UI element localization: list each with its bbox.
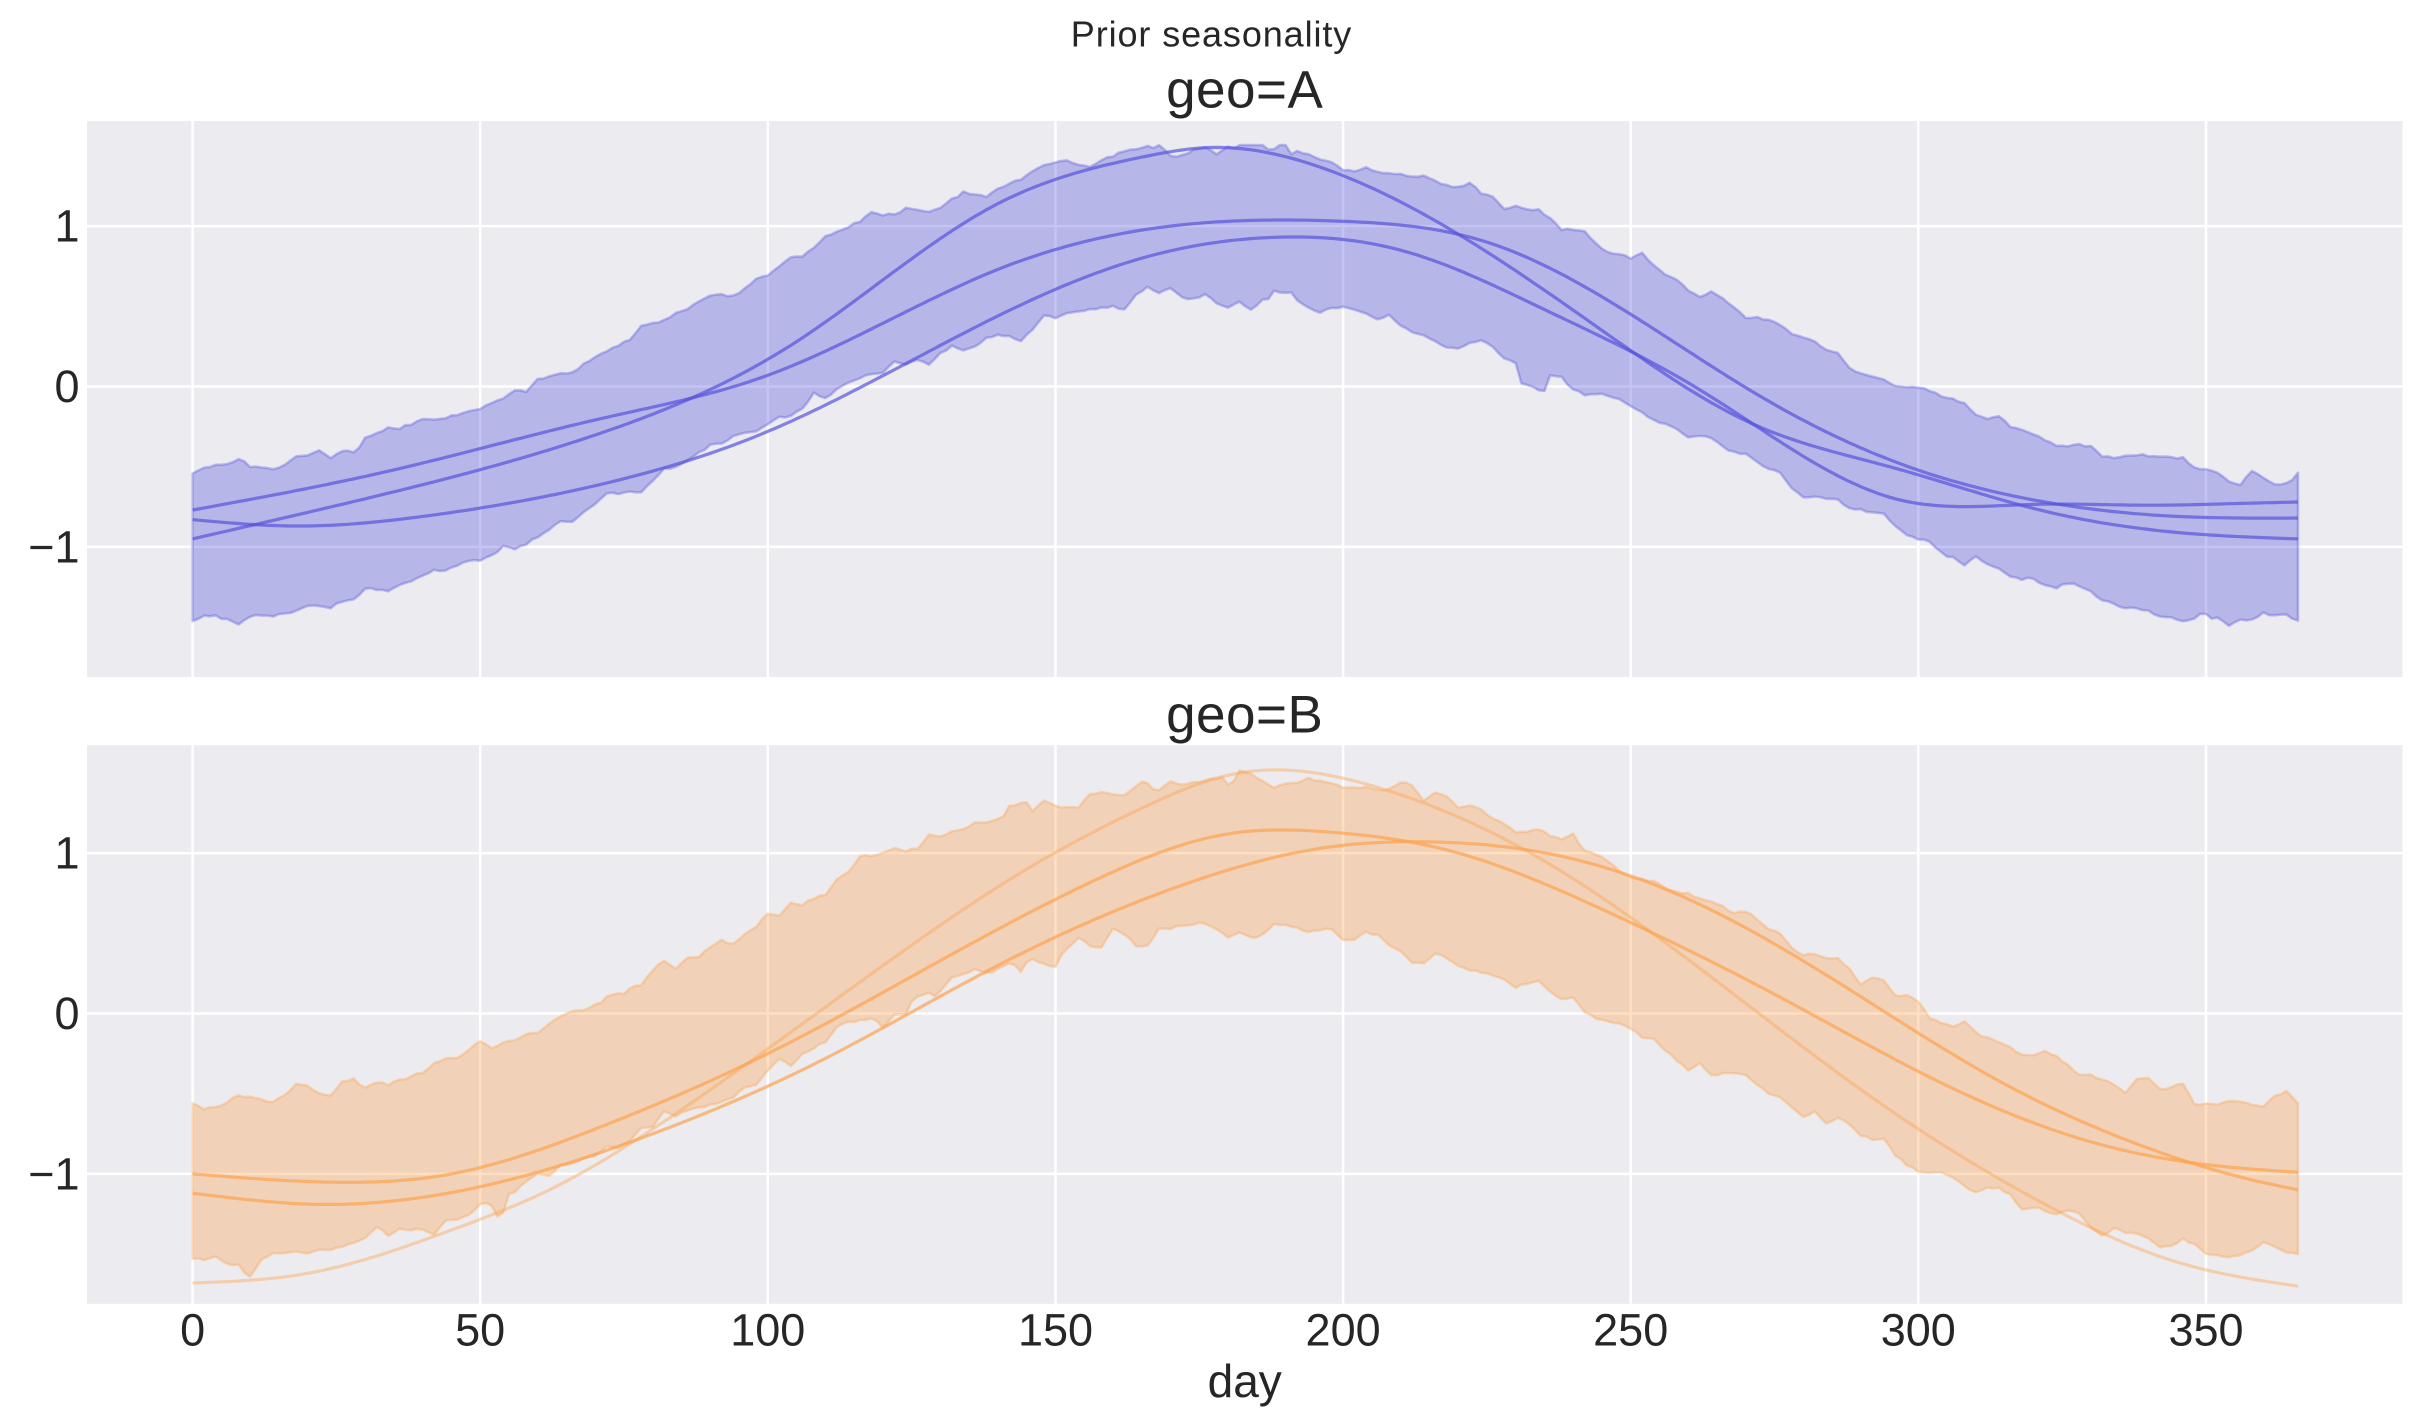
svg-text:geo=A: geo=A bbox=[1166, 61, 1323, 120]
svg-text:0: 0 bbox=[180, 1305, 205, 1356]
svg-text:200: 200 bbox=[1306, 1305, 1381, 1356]
svg-text:150: 150 bbox=[1018, 1305, 1093, 1356]
svg-text:250: 250 bbox=[1593, 1305, 1668, 1356]
svg-text:350: 350 bbox=[2168, 1305, 2243, 1356]
svg-text:−1: −1 bbox=[28, 1148, 79, 1199]
svg-text:1: 1 bbox=[54, 828, 79, 879]
svg-text:300: 300 bbox=[1881, 1305, 1956, 1356]
svg-text:0: 0 bbox=[54, 988, 79, 1039]
svg-text:Prior seasonality: Prior seasonality bbox=[1071, 13, 1352, 54]
svg-text:geo=B: geo=B bbox=[1166, 686, 1323, 745]
svg-text:100: 100 bbox=[730, 1305, 805, 1356]
svg-text:−1: −1 bbox=[28, 521, 79, 572]
svg-text:50: 50 bbox=[455, 1305, 505, 1356]
svg-text:0: 0 bbox=[54, 361, 79, 412]
svg-text:day: day bbox=[1208, 1355, 1282, 1407]
svg-text:1: 1 bbox=[54, 201, 79, 252]
